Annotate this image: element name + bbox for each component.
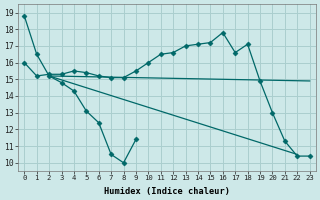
X-axis label: Humidex (Indice chaleur): Humidex (Indice chaleur)	[104, 187, 230, 196]
